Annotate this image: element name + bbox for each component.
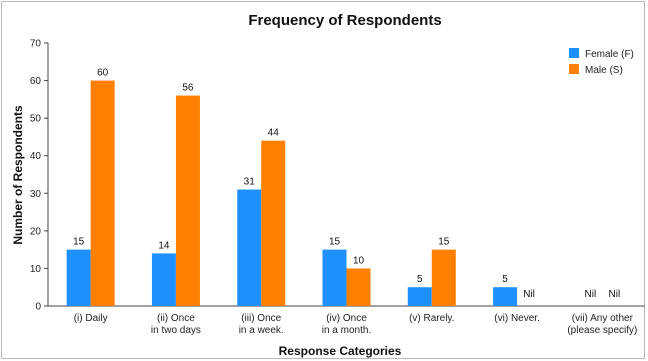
legend-swatch [569, 64, 579, 74]
category-label: (vii) Any other (please specify) [567, 313, 637, 336]
data-label: 60 [97, 68, 109, 79]
bar [237, 189, 262, 306]
y-axis-title: Number of Respondents [11, 105, 25, 245]
y-tick-label: 70 [30, 39, 42, 50]
data-label: 5 [417, 274, 423, 285]
bar [322, 249, 347, 306]
data-label: Nil [585, 289, 597, 300]
data-label: 15 [438, 237, 450, 248]
data-label: 14 [158, 240, 170, 251]
bar [90, 80, 115, 306]
category-label: (iii) Once in a week. [239, 313, 284, 336]
data-label: 31 [244, 177, 256, 188]
y-tick-label: 50 [30, 114, 42, 125]
x-axis-title: Response Categories [279, 344, 402, 358]
category-label: (i) Daily [74, 313, 108, 324]
y-tick-label: 30 [30, 189, 42, 200]
data-label: 56 [182, 83, 194, 94]
data-label: Nil [523, 289, 535, 300]
category-label: (vi) Never. [494, 313, 540, 324]
y-tick-label: 10 [30, 264, 42, 275]
data-label: Nil [609, 289, 621, 300]
bar [346, 268, 371, 306]
y-tick-label: 60 [30, 76, 42, 87]
bar [431, 249, 456, 306]
data-label: 44 [268, 128, 280, 139]
category-label: (iv) Once in a month. [322, 313, 371, 336]
y-tick-label: 20 [30, 226, 42, 237]
data-labels: 15 60 14 56 31 44 15 10 5 15 5 Nil Nil Nil [73, 68, 620, 300]
data-label: 10 [353, 255, 365, 266]
data-label: 5 [502, 274, 508, 285]
data-label: 15 [73, 237, 85, 248]
category-labels: (i) Daily (ii) Once in two days (iii) Once i… [74, 313, 638, 336]
bar [151, 253, 176, 306]
legend-swatch [569, 48, 579, 58]
legend-label: Female (F) [585, 49, 634, 60]
axes: 0 10 20 30 40 50 60 70 [30, 39, 645, 313]
y-tick-label: 40 [30, 151, 42, 162]
bar [407, 287, 432, 306]
category-label: (ii) Once in two days [151, 313, 201, 336]
legend: Female (F) Male (S) [569, 48, 634, 76]
bar [175, 95, 200, 306]
chart-title: Frequency of Respondents [248, 12, 441, 29]
category-label: (v) Rarely. [409, 313, 454, 324]
bar [493, 287, 518, 306]
y-tick-label: 0 [35, 302, 41, 313]
bars [66, 80, 518, 306]
data-label: 15 [329, 237, 341, 248]
bar [66, 249, 91, 306]
legend-label: Male (S) [585, 65, 623, 76]
bar [261, 140, 286, 306]
